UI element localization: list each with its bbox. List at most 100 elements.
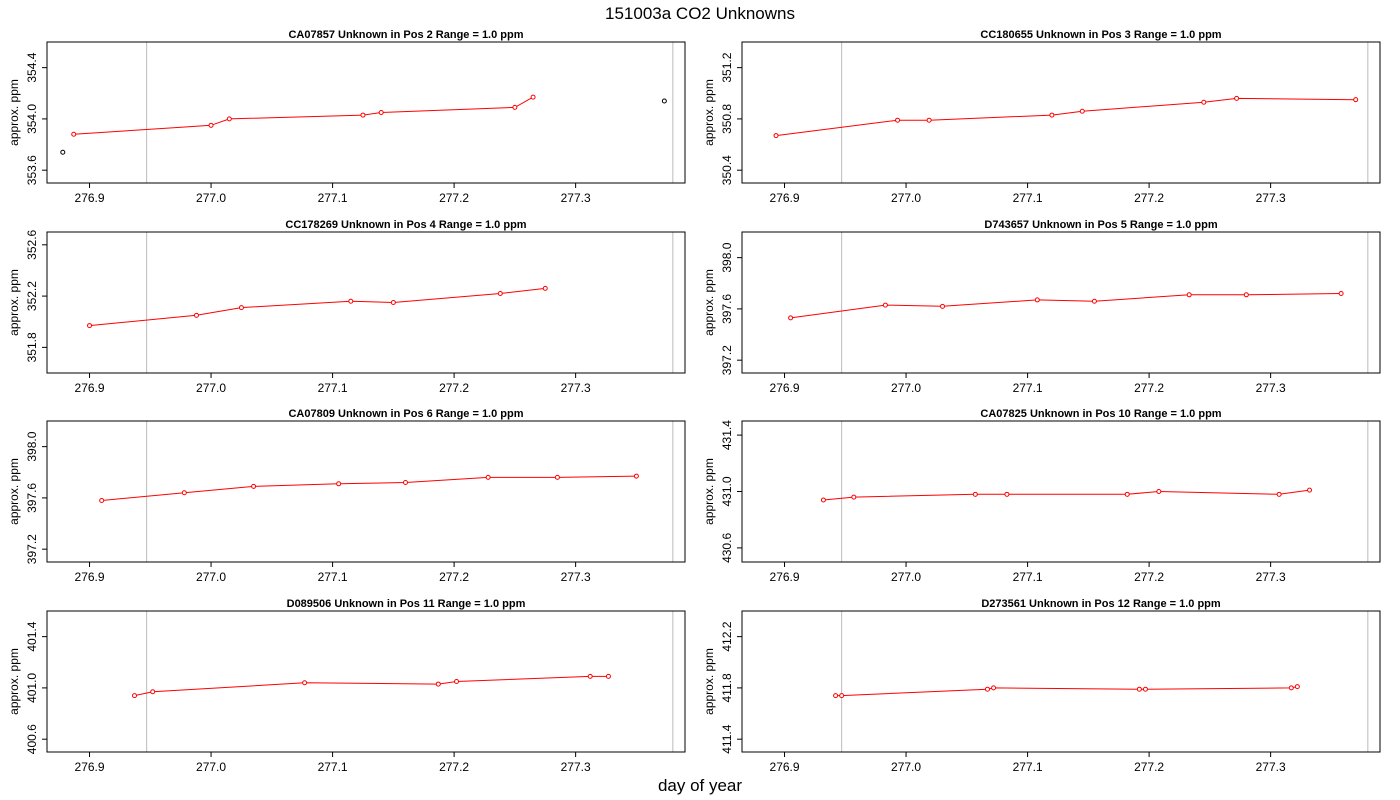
plot-frame — [741, 420, 1381, 563]
x-tick-label: 277.3 — [561, 570, 591, 584]
data-point — [1276, 491, 1282, 497]
y-axis-label: approx. ppm — [7, 269, 21, 336]
y-axis-label: approx. ppm — [702, 458, 716, 525]
x-axis-title: day of year — [657, 776, 743, 795]
data-point — [485, 474, 491, 480]
series-line — [823, 489, 1310, 501]
data-point — [1353, 97, 1359, 103]
plot-frame — [46, 420, 686, 563]
x-tick-label: 277.1 — [318, 760, 348, 774]
data-point — [1142, 686, 1148, 692]
y-tick-label: 397.6 — [25, 483, 39, 513]
panel-title: CC180655 Unknown in Pos 3 Range = 1.0 pp… — [980, 29, 1221, 41]
series-line — [790, 293, 1342, 319]
data-point — [926, 117, 932, 123]
x-tick-label: 276.9 — [770, 381, 800, 395]
series-line — [101, 475, 637, 501]
x-tick-label: 277.2 — [439, 191, 469, 205]
plot-frame — [741, 610, 1381, 753]
data-point — [1338, 291, 1344, 297]
data-point — [1288, 685, 1294, 691]
data-point — [1004, 491, 1010, 497]
y-axis-label: approx. ppm — [7, 648, 21, 715]
x-tick-label: 277.0 — [196, 760, 226, 774]
series-line — [835, 686, 1298, 697]
y-tick-label: 350.8 — [720, 104, 734, 134]
plot-frame — [46, 610, 686, 753]
data-point — [208, 122, 214, 128]
y-tick-label: 398.0 — [25, 431, 39, 461]
data-point — [497, 291, 503, 297]
data-point — [87, 323, 93, 329]
panel-title: CA07809 Unknown in Pos 6 Range = 1.0 ppm — [288, 408, 523, 420]
panel-title: CA07857 Unknown in Pos 2 Range = 1.0 ppm — [288, 29, 523, 41]
y-axis-label: approx. ppm — [702, 79, 716, 146]
data-point — [554, 474, 560, 480]
x-tick-label: 277.0 — [891, 191, 921, 205]
data-point — [348, 298, 354, 304]
series-line — [775, 97, 1356, 137]
y-tick-label: 398.0 — [720, 242, 734, 272]
x-tick-label: 277.0 — [891, 381, 921, 395]
y-tick-label: 401.4 — [25, 621, 39, 651]
x-tick-label: 277.2 — [439, 760, 469, 774]
data-point — [1234, 95, 1240, 101]
data-point — [1243, 292, 1249, 298]
x-tick-label: 277.2 — [439, 381, 469, 395]
data-point — [435, 681, 441, 687]
data-point — [226, 116, 232, 122]
data-point — [1156, 489, 1162, 494]
x-tick-label: 277.3 — [1256, 760, 1286, 774]
x-tick-label: 276.9 — [770, 191, 800, 205]
data-point — [454, 679, 460, 684]
x-tick-label: 277.1 — [1013, 381, 1043, 395]
y-tick-label: 412.2 — [720, 621, 734, 651]
panel-title: D273561 Unknown in Pos 12 Range = 1.0 pp… — [981, 598, 1221, 610]
data-point — [402, 480, 408, 486]
data-point — [820, 497, 826, 503]
x-tick-label: 277.3 — [1256, 191, 1286, 205]
y-axis-label: approx. ppm — [7, 79, 21, 146]
data-point — [605, 673, 611, 679]
series-line — [134, 675, 609, 697]
y-axis-label: approx. ppm — [7, 458, 21, 525]
data-point — [1201, 99, 1207, 105]
y-tick-label: 397.2 — [25, 534, 39, 564]
x-tick-label: 277.3 — [561, 191, 591, 205]
y-tick-label: 352.6 — [25, 229, 39, 259]
data-point — [972, 491, 978, 497]
data-point — [131, 693, 137, 699]
chart-panel-7: D089506 Unknown in Pos 11 Range = 1.0 pp… — [7, 598, 686, 774]
plot-frame — [741, 41, 1381, 184]
data-point — [390, 300, 396, 305]
data-point — [587, 673, 593, 679]
data-point — [150, 689, 156, 695]
data-point — [991, 685, 997, 691]
data-point — [833, 693, 839, 699]
data-point — [1049, 112, 1055, 118]
x-tick-label: 276.9 — [75, 381, 105, 395]
x-tick-label: 277.3 — [1256, 381, 1286, 395]
data-point — [512, 104, 518, 110]
y-tick-label: 411.4 — [720, 724, 734, 753]
outlier-point — [60, 149, 66, 155]
x-tick-label: 277.0 — [196, 381, 226, 395]
x-tick-label: 277.0 — [196, 570, 226, 584]
series-line — [73, 96, 534, 135]
x-tick-label: 276.9 — [770, 760, 800, 774]
x-tick-label: 277.2 — [1134, 191, 1164, 205]
data-point — [851, 494, 857, 500]
panel-title: CA07825 Unknown in Pos 10 Range = 1.0 pp… — [980, 408, 1221, 420]
data-point — [251, 483, 257, 489]
data-point — [181, 490, 187, 496]
data-point — [1124, 491, 1130, 497]
chart-panel-4: D743657 Unknown in Pos 5 Range = 1.0 ppm… — [702, 219, 1381, 395]
y-tick-label: 351.2 — [720, 52, 734, 82]
x-tick-label: 277.2 — [1134, 381, 1164, 395]
data-point — [895, 117, 901, 123]
y-tick-label: 430.6 — [720, 533, 734, 563]
panel-title: D089506 Unknown in Pos 11 Range = 1.0 pp… — [287, 598, 526, 610]
x-tick-label: 277.0 — [891, 570, 921, 584]
data-point — [633, 473, 639, 479]
